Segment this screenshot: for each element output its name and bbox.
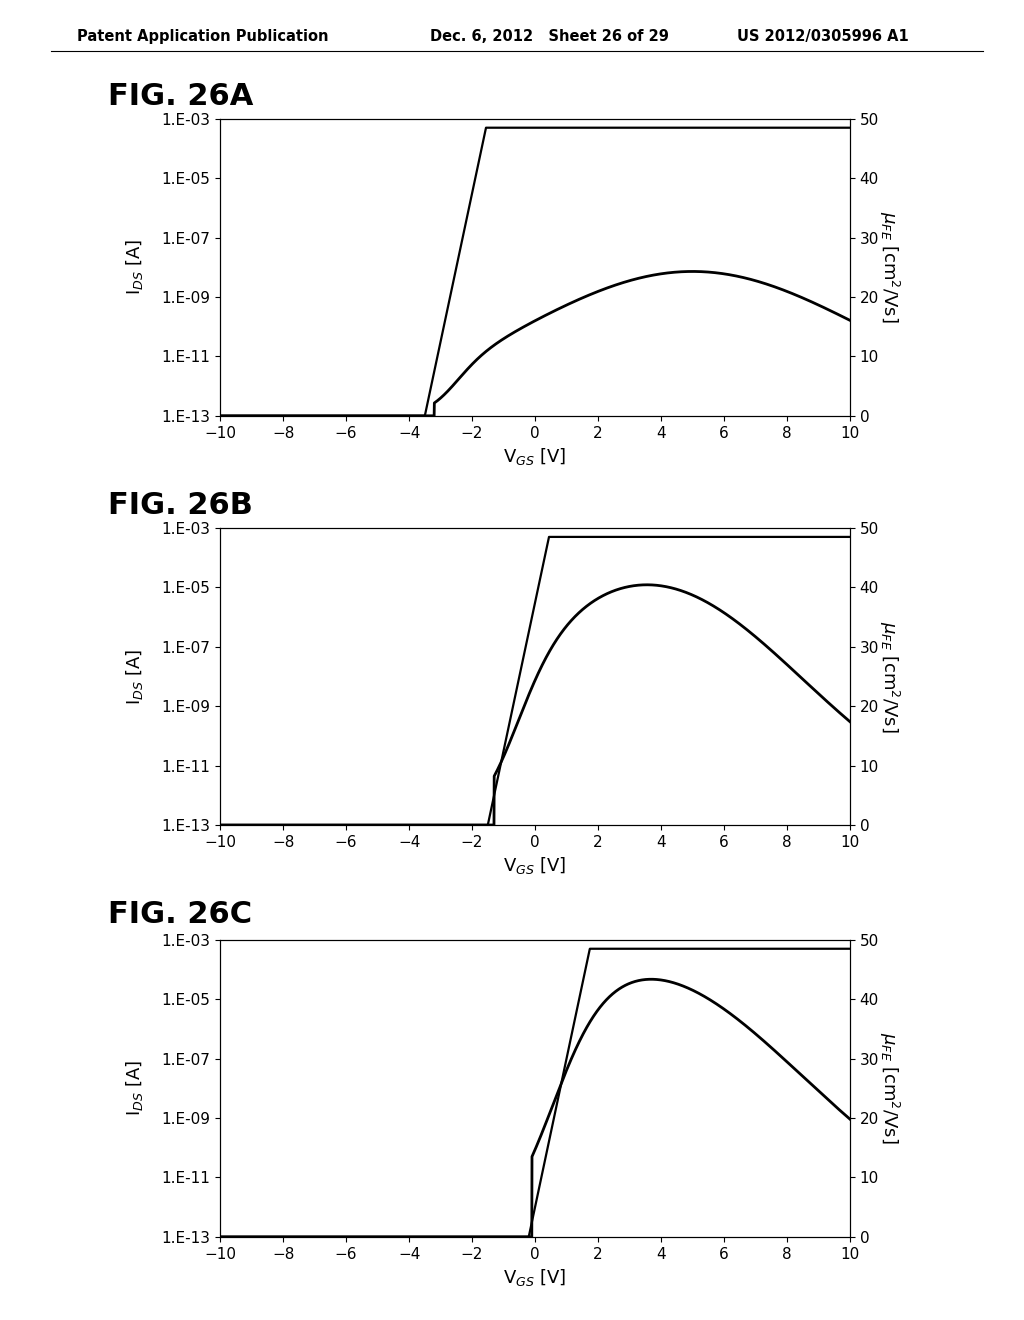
Y-axis label: I$_{DS}$ [A]: I$_{DS}$ [A]	[124, 648, 144, 705]
X-axis label: V$_{GS}$ [V]: V$_{GS}$ [V]	[504, 446, 566, 467]
Text: Patent Application Publication: Patent Application Publication	[77, 29, 329, 44]
Y-axis label: $\mu$$_{FE}$ [cm$^2$/Vs]: $\mu$$_{FE}$ [cm$^2$/Vs]	[878, 211, 901, 323]
Text: FIG. 26C: FIG. 26C	[108, 900, 252, 929]
X-axis label: V$_{GS}$ [V]: V$_{GS}$ [V]	[504, 1267, 566, 1288]
Text: Dec. 6, 2012   Sheet 26 of 29: Dec. 6, 2012 Sheet 26 of 29	[430, 29, 669, 44]
X-axis label: V$_{GS}$ [V]: V$_{GS}$ [V]	[504, 855, 566, 876]
Text: FIG. 26A: FIG. 26A	[108, 82, 253, 111]
Y-axis label: $\mu$$_{FE}$ [cm$^2$/Vs]: $\mu$$_{FE}$ [cm$^2$/Vs]	[878, 620, 901, 733]
Text: US 2012/0305996 A1: US 2012/0305996 A1	[737, 29, 909, 44]
Y-axis label: I$_{DS}$ [A]: I$_{DS}$ [A]	[124, 1060, 144, 1117]
Y-axis label: I$_{DS}$ [A]: I$_{DS}$ [A]	[124, 239, 144, 296]
Y-axis label: $\mu$$_{FE}$ [cm$^2$/Vs]: $\mu$$_{FE}$ [cm$^2$/Vs]	[878, 1032, 901, 1144]
Text: FIG. 26B: FIG. 26B	[108, 491, 252, 520]
